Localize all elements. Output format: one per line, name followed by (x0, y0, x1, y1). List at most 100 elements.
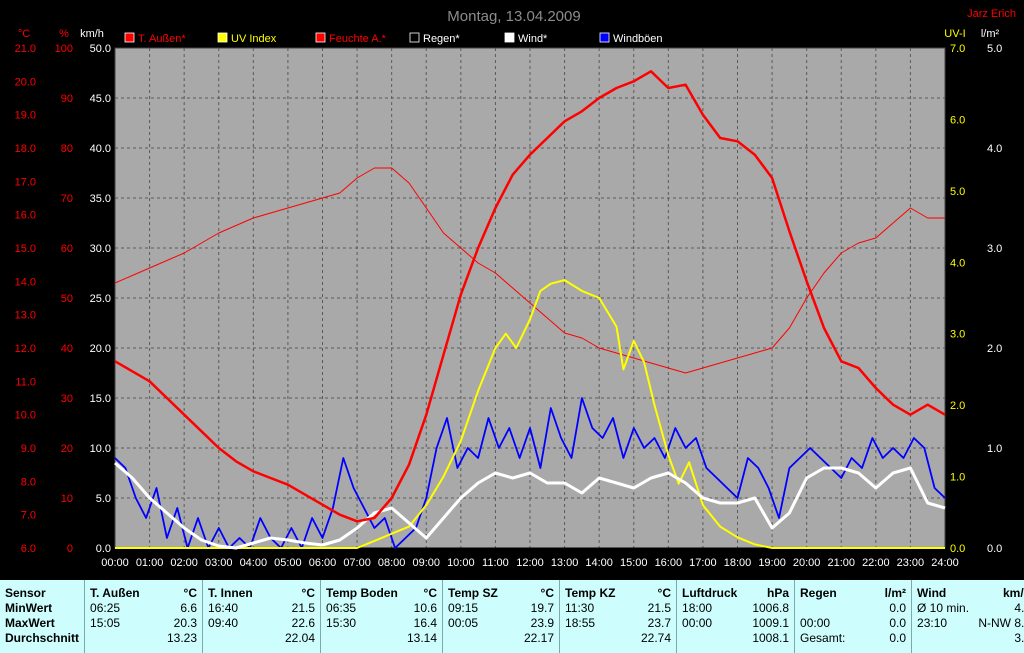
summary-header-row: T. Außen °C (85, 585, 202, 601)
summary-max-row: 00:00 0.0 (795, 616, 911, 631)
wind-tick-label: 20.0 (90, 343, 111, 355)
summary-avg-row: 13.23 (85, 631, 202, 646)
summary-sensor-column: Sensor MinWert MaxWert Durchschnitt (0, 580, 86, 653)
uv-axis-unit: UV-I (944, 28, 965, 40)
summary-header-row: T. Innen °C (203, 585, 320, 601)
summary-header-row: Temp Boden °C (321, 585, 442, 601)
summary-column: T. Außen °C 06:25 6.6 15:05 20.3 13.23 (85, 580, 204, 653)
summary-min-value: 19.7 (530, 601, 555, 615)
time-tick-label: 00:00 (101, 557, 129, 569)
summary-avg-left (208, 631, 262, 646)
temp-tick-label: 16.0 (15, 210, 36, 222)
summary-header-row: Regen l/m² (795, 585, 911, 601)
summary-min-left (800, 601, 853, 616)
time-tick-label: 10:00 (447, 557, 475, 569)
percent-axis-unit: % (59, 28, 69, 40)
humidity-tick-label: 80 (61, 143, 73, 155)
temp-tick-label: 14.0 (15, 276, 36, 288)
summary-header-left: Wind (917, 586, 947, 600)
series-lines (114, 70, 946, 550)
summary-header-left: Luftdruck (682, 586, 738, 600)
humidity-tick-label: 20 (61, 443, 73, 455)
summary-header-value: °C (423, 586, 438, 600)
min-label: MinWert (5, 601, 53, 615)
time-tick-label: 05:00 (274, 557, 302, 569)
summary-header-value: °C (301, 586, 316, 600)
time-tick-label: 02:00 (170, 557, 198, 569)
summary-min-row: Ø 10 min. 4.0 (912, 601, 1024, 616)
rain-tick-label: 2.0 (987, 343, 1002, 355)
summary-avg-row: 1008.1 (677, 631, 794, 646)
summary-avg-value: 13.23 (166, 631, 198, 645)
legend-label: Feuchte A.* (329, 33, 387, 45)
wind-tick-label: 40.0 (90, 143, 111, 155)
series-line-t-außen (114, 70, 946, 523)
uv-tick-label: 1.0 (950, 472, 965, 484)
summary-max-value: 1009.1 (752, 616, 790, 630)
rain-tick-label: 3.0 (987, 243, 1002, 255)
summary-min-left: 06:25 (90, 601, 121, 615)
uv-tick-label: 3.0 (950, 329, 965, 341)
summary-max-left: 00:00 (800, 616, 831, 630)
legend-swatch (409, 32, 420, 43)
uv-tick-label: 0.0 (950, 543, 965, 555)
time-tick-label: 08:00 (378, 557, 406, 569)
summary-min-row: 11:30 21.5 (560, 601, 676, 616)
summary-min-row: 09:15 19.7 (443, 601, 559, 616)
rain-tick-label: 4.0 (987, 143, 1002, 155)
summary-max-value: 22.6 (291, 616, 316, 630)
legend-swatch (217, 32, 228, 43)
temp-tick-label: 7.0 (21, 510, 36, 522)
summary-avg-row: 22.74 (560, 631, 676, 646)
summary-header-value: l/m² (884, 586, 907, 600)
time-tick-label: 23:00 (897, 557, 925, 569)
wind-tick-label: 50.0 (90, 43, 111, 55)
temp-tick-label: 17.0 (15, 176, 36, 188)
summary-avg-row: 22.04 (203, 631, 320, 646)
wind-tick-label: 45.0 (90, 93, 111, 105)
summary-max-row: 23:10 N-NW 8.5 (912, 616, 1024, 631)
summary-max-left: 23:10 (917, 616, 948, 630)
summary-max-value: 23.9 (530, 616, 555, 630)
legend-swatch (504, 32, 515, 43)
wind-tick-label: 15.0 (90, 393, 111, 405)
series-line-feuchte-a (114, 167, 945, 374)
summary-avg-row: 22.17 (443, 631, 559, 646)
grid-lines (115, 48, 945, 548)
humidity-tick-label: 40 (61, 343, 73, 355)
summary-avg-left (917, 631, 974, 646)
rain-tick-label: 0.0 (987, 543, 1002, 555)
legend-label: Wind* (518, 33, 548, 45)
legend-label: Windböen (613, 33, 663, 45)
wind-tick-label: 30.0 (90, 243, 111, 255)
time-tick-label: 18:00 (724, 557, 752, 569)
rain-axis-unit: l/m² (981, 28, 1000, 40)
temp-tick-label: 19.0 (15, 110, 36, 122)
max-label: MaxWert (5, 616, 55, 630)
summary-min-left: 11:30 (565, 601, 595, 615)
summary-avg-value: 3.9 (1014, 631, 1024, 645)
time-tick-label: 09:00 (412, 557, 440, 569)
temp-tick-label: 10.0 (15, 410, 36, 422)
legend: T. Außen* UV Index Feuchte A.* Regen* Wind* W… (124, 32, 663, 45)
time-tick-label: 15:00 (620, 557, 648, 569)
summary-min-row: 16:40 21.5 (203, 601, 320, 616)
summary-min-value: 21.5 (647, 601, 672, 615)
summary-header-value: °C (183, 586, 198, 600)
summary-min-value: 10.6 (413, 601, 438, 615)
wind-tick-label: 5.0 (96, 493, 111, 505)
summary-header-value: °C (540, 586, 555, 600)
summary-column: Wind km/h Ø 10 min. 4.0 23:10 N-NW 8.53.9 (912, 580, 1024, 653)
summary-max-value: 23.7 (647, 616, 672, 630)
humidity-tick-label: 60 (61, 243, 73, 255)
summary-max-value: 0.0 (889, 616, 907, 630)
temp-tick-label: 13.0 (15, 310, 36, 322)
summary-min-left: 09:15 (448, 601, 479, 615)
summary-avg-left (326, 631, 382, 646)
summary-column: Temp KZ °C 11:30 21.5 18:55 23.7 22.74 (560, 580, 678, 653)
summary-max-row: 15:30 16.4 (321, 616, 442, 631)
summary-min-left: Ø 10 min. (917, 601, 970, 615)
time-tick-label: 06:00 (309, 557, 337, 569)
time-tick-label: 14:00 (585, 557, 613, 569)
time-tick-label: 22:00 (862, 557, 890, 569)
